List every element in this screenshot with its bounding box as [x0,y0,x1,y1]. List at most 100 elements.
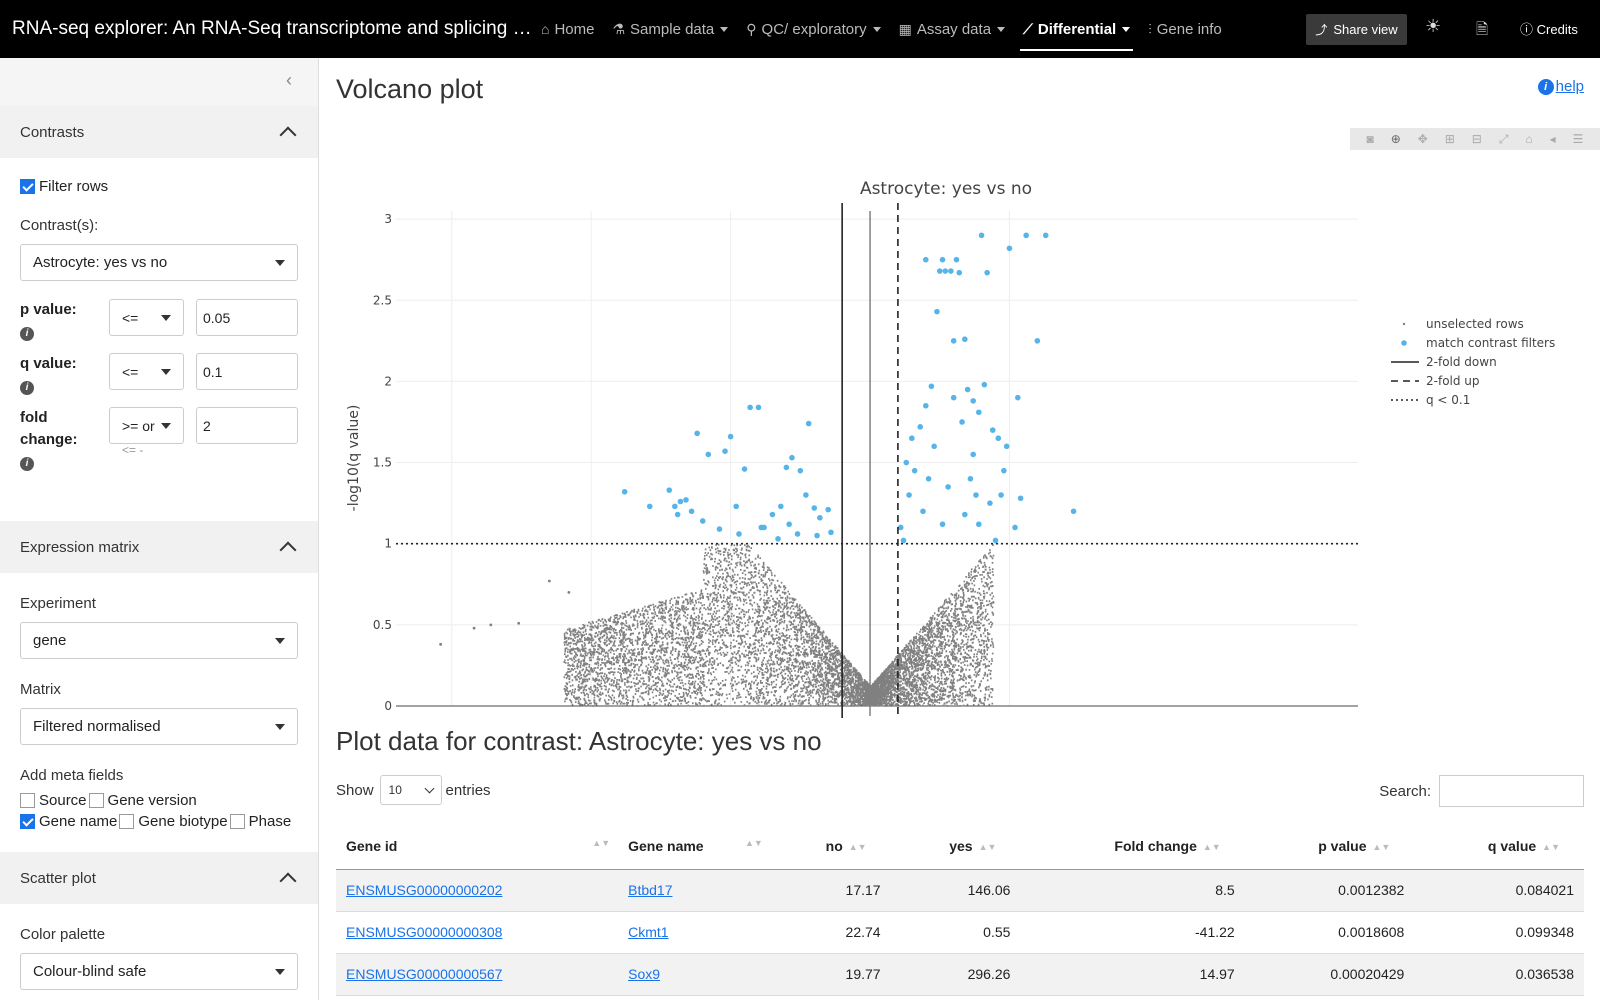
legend-entry[interactable]: unselected rows [1426,317,1524,331]
legend-entry[interactable]: match contrast filters [1426,336,1555,350]
selected-point[interactable] [1006,245,1013,252]
selected-point[interactable] [805,420,812,427]
nav-item-assay-data[interactable]: ▦ Assay data [890,0,1014,58]
selected-point[interactable] [925,475,932,482]
volcano-plot-svg[interactable]: Astrocyte: yes vs no−15−10−50500.511.522… [336,118,1584,771]
selected-point[interactable] [825,506,832,513]
selected-point[interactable] [688,508,695,515]
collapse-sidebar-icon[interactable]: ‹ [286,70,292,90]
selected-point[interactable] [973,492,979,498]
selected-point[interactable] [1012,524,1018,531]
selected-point[interactable] [897,524,904,531]
selected-point[interactable] [978,232,985,239]
search-input[interactable] [1439,775,1584,807]
selected-point[interactable] [903,459,910,466]
selected-point[interactable] [621,488,628,495]
selected-point[interactable] [928,383,935,390]
selected-point[interactable] [672,503,678,510]
selected-point[interactable] [716,526,723,532]
selected-point[interactable] [942,268,949,274]
scatter-section-header[interactable]: Scatter plot [0,852,318,904]
selected-point[interactable] [1017,495,1024,502]
selected-point[interactable] [733,503,739,510]
legend-entry[interactable]: 2-fold up [1426,374,1480,388]
pvalue-info-icon[interactable]: i [20,327,34,341]
column-header-gene-id[interactable]: Gene id ▲▼ [336,824,619,870]
matrix-select[interactable]: Filtered normalised [20,708,298,745]
selected-point[interactable] [803,492,809,498]
selected-point[interactable] [900,537,907,544]
autoscale-icon[interactable]: ⤢ [1498,131,1509,146]
meta-field-phase[interactable]: Phase [229,813,291,830]
reset-axes-icon[interactable]: ⌂ [1525,132,1533,146]
selected-point[interactable] [945,484,951,490]
meta-field-checkbox[interactable] [88,793,104,808]
contrasts-section-header[interactable]: Contrasts [0,106,318,158]
credits-link[interactable]: ⓘ Credits [1520,19,1578,38]
selected-point[interactable] [967,475,974,482]
selected-point[interactable] [970,451,976,458]
nav-item-gene-info[interactable]: ⫶ Gene info [1139,0,1231,58]
selected-point[interactable] [936,268,943,274]
filter-rows-checkbox-row[interactable]: Filter rows [20,178,298,195]
gene-name-link[interactable]: Sox9 [628,966,661,982]
meta-field-gene-version[interactable]: Gene version [88,792,197,809]
selected-point[interactable] [975,409,982,416]
theme-toggle-icon[interactable]: ☀ [1425,16,1442,36]
nav-item-sample-data[interactable]: ⚗ Sample data [603,0,737,58]
selected-point[interactable] [811,505,818,511]
pan-icon[interactable]: ✥ [1417,132,1428,146]
selected-point[interactable] [964,386,971,393]
expression-section-header[interactable]: Expression matrix [0,521,318,573]
selected-point[interactable] [828,529,834,536]
pvalue-input[interactable]: 0.05 [196,299,298,336]
selected-point[interactable] [995,435,1002,442]
zoom-icon[interactable]: ⊕ [1390,132,1401,146]
meta-field-checkbox[interactable] [20,793,35,808]
app-title[interactable]: RNA-seq explorer: An RNA-Seq transcripto… [12,18,532,39]
selected-point[interactable] [1070,508,1077,515]
selected-point[interactable] [778,503,784,510]
camera-icon[interactable]: ◙ [1366,132,1374,146]
selected-point[interactable] [755,404,762,411]
gene-name-link[interactable]: Btbd17 [628,882,673,898]
selected-point[interactable] [939,521,946,528]
selected-point[interactable] [797,467,804,474]
selected-point[interactable] [1023,232,1029,239]
selected-point[interactable] [959,419,965,425]
selected-point[interactable] [674,511,681,518]
qvalue-info-icon[interactable]: i [20,381,34,395]
selected-point[interactable] [909,435,915,442]
selected-point[interactable] [1034,338,1041,344]
gene-id-link[interactable]: ENSMUSG00000000202 [346,882,503,898]
selected-point[interactable] [727,433,734,440]
selected-point[interactable] [1001,467,1007,474]
selected-point[interactable] [646,503,653,510]
compare-hover-icon[interactable]: ☰ [1572,132,1584,146]
experiment-select[interactable]: gene [20,622,298,659]
contrast-select[interactable]: Astrocyte: yes vs no [20,244,298,281]
meta-field-gene-name[interactable]: Gene name [20,813,117,830]
selected-point[interactable] [906,492,912,498]
selected-point[interactable] [775,536,781,542]
foldchange-operator-select[interactable]: >= or <= - [109,407,184,457]
selected-point[interactable] [666,487,673,493]
selected-point[interactable] [722,448,728,454]
selected-point[interactable] [931,443,937,450]
legend-entry[interactable]: 2-fold down [1426,355,1497,369]
page-length-select[interactable]: 10 [379,775,442,805]
selected-point[interactable] [956,269,963,276]
selected-point[interactable] [953,256,960,263]
filter-rows-checkbox[interactable] [20,179,35,194]
selected-point[interactable] [981,381,988,388]
selected-point[interactable] [934,308,940,315]
meta-field-source[interactable]: Source [20,792,87,809]
zoom-in-icon[interactable]: ⊞ [1444,132,1455,146]
selected-point[interactable] [962,511,968,518]
meta-field-gene-biotype[interactable]: Gene biotype [119,813,228,830]
selected-point[interactable] [677,498,684,505]
selected-point[interactable] [998,492,1004,498]
gene-name-link[interactable]: Ckmt1 [628,924,669,940]
selected-point[interactable] [699,518,706,524]
selected-point[interactable] [922,256,929,263]
